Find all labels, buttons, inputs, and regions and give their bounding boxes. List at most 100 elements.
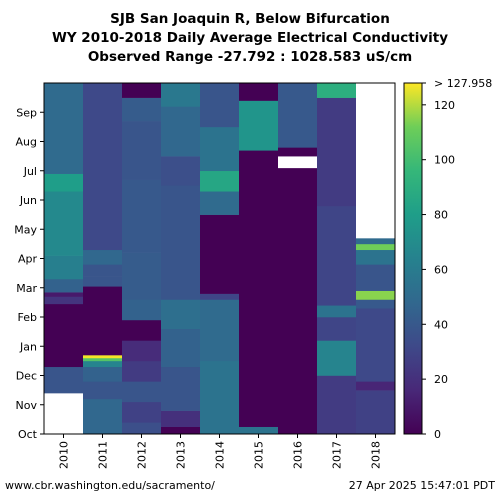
heatmap-cell-2010-3 [44, 296, 84, 305]
heatmap-cell-2016-3 [278, 83, 318, 148]
colorbar-tick-label-120: 120 [434, 99, 455, 112]
heatmap-cell-2017-0 [317, 375, 357, 435]
heatmap-cell-2013-3 [161, 328, 201, 368]
heatmap-cell-2012-2 [122, 381, 162, 403]
heatmap-cell-2013-5 [161, 185, 201, 300]
heatmap-cells [44, 83, 396, 435]
heatmap-cell-2010-5 [44, 278, 84, 293]
y-tick-label-may: May [14, 223, 37, 236]
y-tick-label-aug: Aug [16, 136, 37, 149]
source-url[interactable]: www.cbr.washington.edu/sacramento/ [5, 479, 215, 492]
heatmap-cell-2012-7 [122, 252, 162, 300]
heatmap-cell-2017-3 [317, 305, 357, 318]
chart-title-line-3: Observed Range -27.792 : 1028.583 uS/cm [87, 49, 413, 65]
heatmap-cell-2012-9 [122, 121, 162, 180]
heatmap-cell-2015-0 [239, 426, 279, 435]
heatmap-cell-2014-5 [200, 170, 240, 192]
heatmap-cell-2017-1 [317, 340, 357, 376]
heatmap-cell-2011-0 [83, 398, 123, 435]
heatmap-cell-2011-3 [83, 360, 123, 368]
x-axis: 2010 2011 2012 2013 2014 2015 2016 2017 2018 [58, 434, 383, 469]
y-tick-label-jan: Jan [19, 340, 37, 353]
heatmap-cell-2012-0 [122, 422, 162, 435]
heatmap-cell-2014-3 [200, 214, 240, 294]
heatmap-cell-2012-1 [122, 401, 162, 423]
x-tick-label-2018: 2018 [370, 441, 383, 469]
heatmap-cell-2018-5 [356, 264, 396, 291]
y-tick-label-nov: Nov [16, 399, 38, 412]
y-tick-label-sep: Sep [16, 106, 37, 119]
heatmap-cell-2017-4 [317, 205, 357, 306]
heatmap-cell-2011-8 [83, 264, 123, 277]
heatmap-cell-2014-6 [200, 126, 240, 172]
colorbar-gradient [403, 82, 423, 435]
heatmap-cell-2014-1 [200, 299, 240, 362]
heatmap-cell-2018-9 [356, 83, 396, 239]
heatmap-cell-2010-1 [44, 366, 84, 394]
heatmap-cell-2011-1 [83, 381, 123, 400]
heatmap-cell-2018-7 [356, 243, 396, 251]
heatmap-cell-2016-2 [278, 147, 318, 157]
heatmap-cell-2014-0 [200, 360, 240, 435]
heatmap-cell-2017-2 [317, 317, 357, 341]
heatmap-cell-2018-2 [356, 308, 396, 382]
heatmap-cell-2014-2 [200, 293, 240, 300]
heatmap-cell-2015-1 [239, 150, 279, 427]
heatmap-cell-2017-5 [317, 97, 357, 207]
colorbar-tick-label-100: 100 [434, 154, 455, 167]
colorbar-tick-label-0: 0 [434, 428, 441, 441]
heatmap-cell-2016-1 [278, 156, 318, 169]
timestamp: 27 Apr 2025 15:47:01 PDT [348, 479, 495, 492]
heatmap-cell-2018-4 [356, 290, 396, 300]
heatmap-cell-2012-4 [122, 340, 162, 362]
heatmap-cell-2010-2 [44, 303, 84, 368]
chart-title-line-1: SJB San Joaquin R, Below Bifurcation [110, 11, 390, 27]
heatmap-cell-2011-7 [83, 276, 123, 287]
x-tick-label-2011: 2011 [97, 441, 110, 469]
heatmap-cell-2012-10 [122, 97, 162, 122]
x-tick-label-2013: 2013 [175, 441, 188, 469]
x-tick-label-2017: 2017 [331, 441, 344, 469]
heatmap-cell-2010-8 [44, 173, 84, 192]
y-tick-label-jun: Jun [19, 194, 37, 207]
heatmap-cell-2011-5 [83, 355, 123, 359]
heatmap-cell-2011-2 [83, 366, 123, 382]
heatmap-cell-2013-2 [161, 366, 201, 411]
x-tick-label-2014: 2014 [214, 441, 227, 469]
heatmap-cell-2014-4 [200, 191, 240, 215]
heatmap-cell-2011-6 [83, 286, 123, 356]
x-tick-label-2012: 2012 [136, 441, 149, 469]
heatmap-cell-2010-0 [44, 393, 84, 435]
colorbar-tick-label-80: 80 [434, 209, 448, 222]
colorbar-tick-label-20: 20 [434, 373, 448, 386]
heatmap-cell-2010-9 [44, 83, 84, 174]
heatmap-cell-2018-8 [356, 238, 396, 245]
heatmap-cell-2012-11 [122, 83, 162, 98]
y-tick-label-feb: Feb [18, 311, 37, 324]
heatmap-cell-2010-6 [44, 255, 84, 280]
heatmap-cell-2013-7 [161, 106, 201, 157]
x-tick-label-2016: 2016 [292, 441, 305, 469]
heatmap-cell-2016-0 [278, 167, 318, 435]
heatmap-cell-2013-4 [161, 299, 201, 329]
y-tick-label-mar: Mar [16, 282, 37, 295]
heatmap-cell-2017-6 [317, 83, 357, 98]
heatmap-cell-2012-5 [122, 319, 162, 341]
heatmap-cell-2010-4 [44, 292, 84, 297]
colorbar-tick-label-60: 60 [434, 263, 448, 276]
heatmap-cell-2013-0 [161, 426, 201, 435]
heatmap-cell-2011-9 [83, 249, 123, 265]
heatmap-cell-2015-2 [239, 100, 279, 151]
y-tick-label-apr: Apr [18, 253, 38, 266]
heatmap-cell-2010-7 [44, 191, 84, 256]
chart-title-line-2: WY 2010-2018 Daily Average Electrical Co… [51, 30, 449, 46]
heatmap-cell-2013-1 [161, 410, 201, 427]
heatmap-cell-2014-7 [200, 83, 240, 128]
x-tick-label-2010: 2010 [58, 441, 71, 469]
x-tick-label-2015: 2015 [253, 441, 266, 469]
heatmap-cell-2013-8 [161, 83, 201, 107]
heatmap-cell-2011-4 [83, 357, 123, 362]
y-tick-label-dec: Dec [16, 370, 37, 383]
y-tick-label-oct: Oct [18, 428, 38, 441]
